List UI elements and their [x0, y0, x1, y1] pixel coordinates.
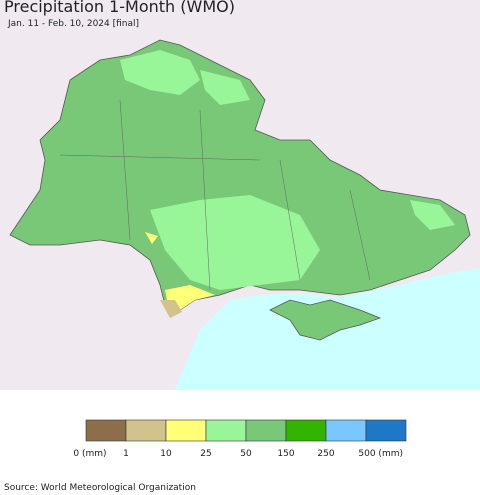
wetter-patch	[200, 70, 250, 105]
admin-borders	[59, 99, 371, 291]
dry-patch	[165, 285, 215, 310]
legend-label: 150	[277, 449, 294, 459]
legend: 0 (mm) 1 10 25 50 150 250 500 (mm)	[73, 419, 407, 459]
subtitle: Jan. 11 - Feb. 10, 2024 [final]	[7, 19, 139, 29]
legend-swatch	[205, 419, 247, 442]
dry-patch	[160, 300, 182, 318]
region-crimea	[269, 299, 382, 341]
legend-swatch	[325, 419, 367, 442]
legend-swatch	[245, 419, 287, 442]
title: Precipitation 1-Month (WMO)	[4, 0, 235, 16]
wetter-patch	[410, 200, 455, 230]
dry-patch	[145, 232, 158, 244]
legend-label: 50	[240, 449, 252, 459]
map	[0, 0, 480, 390]
legend-label: 250	[317, 449, 334, 459]
legend-label: 0 (mm)	[73, 449, 106, 459]
legend-label: 25	[200, 449, 211, 459]
legend-label: 10	[160, 449, 172, 459]
wetter-patch	[120, 50, 200, 95]
legend-swatch	[165, 419, 207, 442]
legend-swatch	[85, 419, 127, 442]
legend-label: 500 (mm)	[358, 449, 403, 459]
wetter-patch	[150, 195, 320, 290]
legend-swatch	[125, 419, 167, 442]
source: Source: World Meteorological Organizatio…	[4, 483, 196, 493]
legend-swatch	[285, 419, 327, 442]
legend-swatch	[365, 419, 407, 442]
legend-label: 1	[123, 449, 129, 459]
